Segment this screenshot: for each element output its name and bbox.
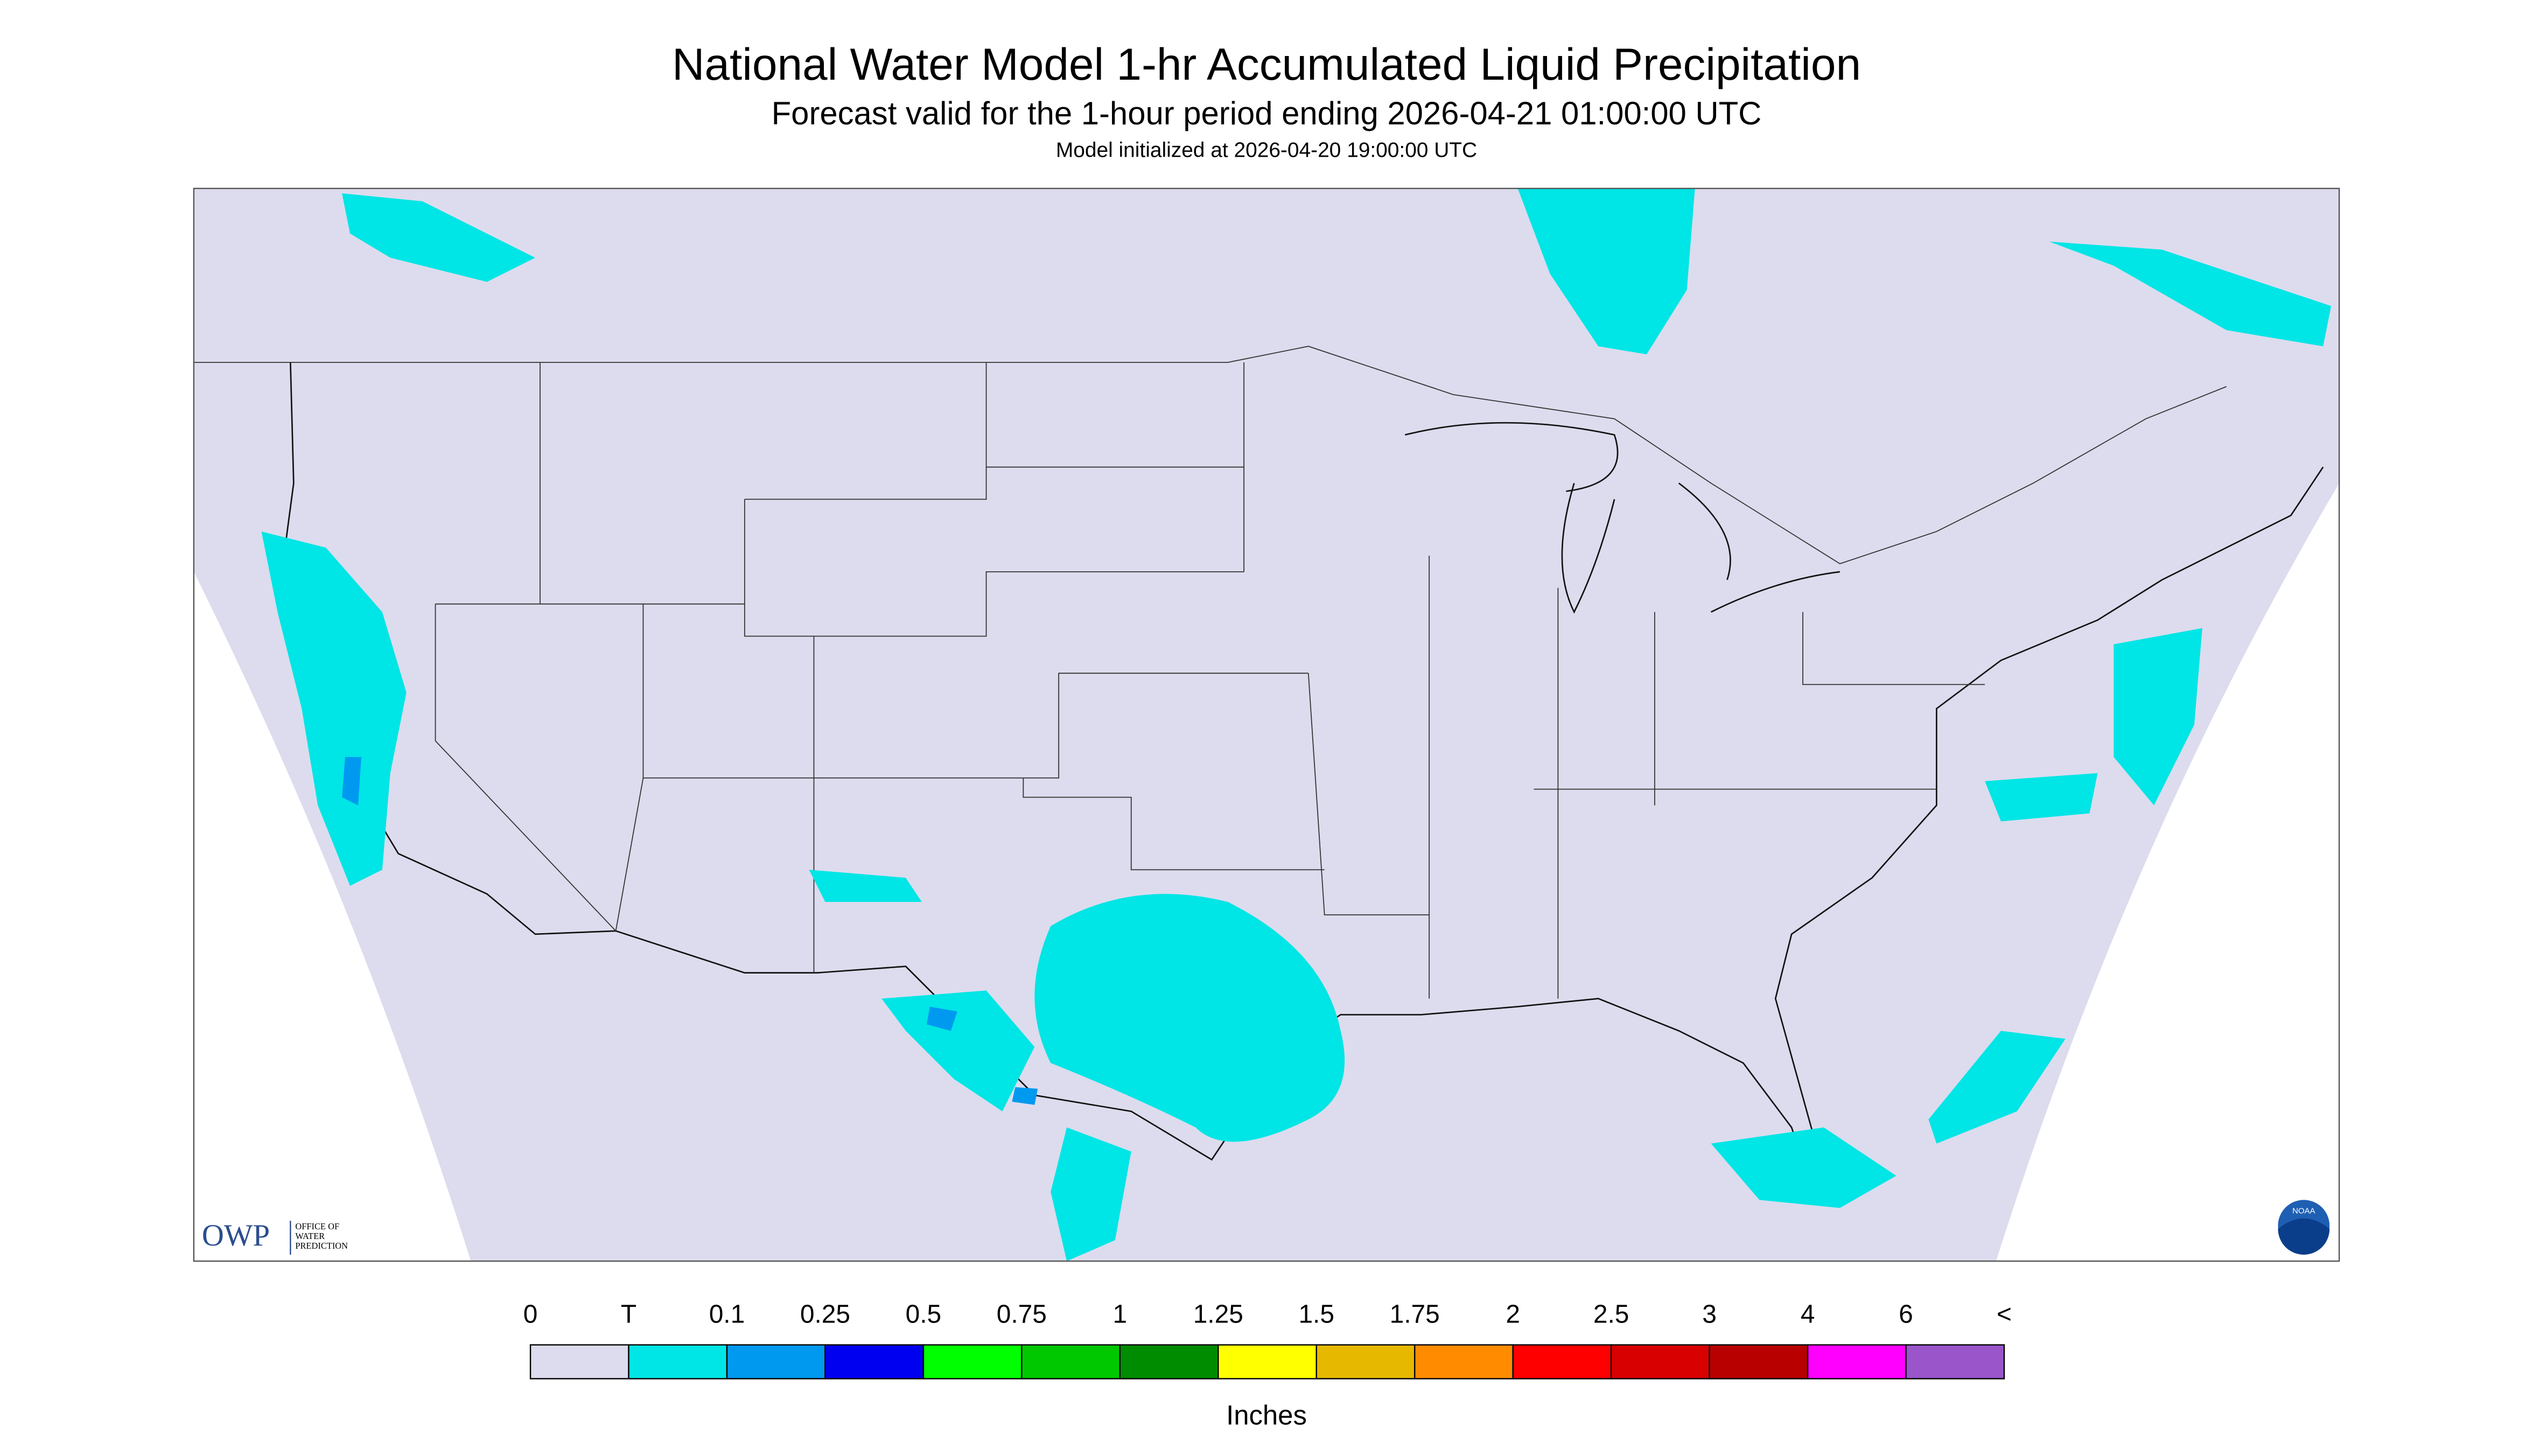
map-edge — [193, 571, 471, 1262]
color-swatch — [1119, 1344, 1219, 1380]
legend-label: 2 — [1506, 1300, 1520, 1328]
legend-label: 0.1 — [709, 1300, 745, 1328]
precip-area — [809, 870, 922, 902]
precip-core — [1012, 1087, 1038, 1105]
coastline — [280, 362, 2324, 1179]
legend-label: 0.5 — [906, 1300, 942, 1328]
precip-area — [2114, 628, 2202, 806]
color-swatch — [1807, 1344, 1907, 1380]
legend-label: 4 — [1801, 1300, 1815, 1328]
color-swatch — [824, 1344, 925, 1380]
legend-label: 6 — [1899, 1300, 1913, 1328]
legend-label: T — [621, 1300, 636, 1328]
precip-core — [926, 1006, 957, 1031]
border — [193, 346, 2227, 564]
legend-label: 2.5 — [1593, 1300, 1629, 1328]
legend-label: 1.75 — [1390, 1300, 1440, 1328]
color-swatch — [529, 1344, 629, 1380]
color-swatch — [1905, 1344, 2005, 1380]
map-edge — [1996, 483, 2340, 1262]
precip-area — [342, 193, 536, 282]
noaa-logo-text: NOAA — [2292, 1206, 2315, 1215]
map: OWP OFFICE OF WATER PREDICTION NOAA — [193, 187, 2340, 1262]
color-swatch — [922, 1344, 1023, 1380]
color-swatch — [1217, 1344, 1317, 1380]
legend-unit: Inches — [1226, 1400, 1307, 1431]
precip-area — [1517, 188, 1695, 355]
color-swatch — [1414, 1344, 1514, 1380]
subtitle: Forecast valid for the 1-hour period end… — [772, 95, 1762, 131]
logo-text: WATER — [295, 1231, 325, 1241]
map-frame — [193, 187, 2340, 1262]
color-swatch — [1316, 1344, 1416, 1380]
color-swatch — [1021, 1344, 1121, 1380]
precip-core — [342, 757, 361, 806]
precip-area — [1034, 894, 1345, 1142]
legend-label: 0 — [523, 1300, 538, 1328]
legend-label: < — [1997, 1300, 2012, 1328]
color-swatch — [726, 1344, 826, 1380]
legend-label: 1.5 — [1298, 1300, 1334, 1328]
legend-label: 0.25 — [800, 1300, 850, 1328]
precip-area — [1051, 1127, 1131, 1262]
noaa-logo-wave — [2278, 1218, 2330, 1255]
precip-area — [1985, 773, 2098, 822]
color-swatch — [628, 1344, 728, 1380]
color-swatch — [1512, 1344, 1612, 1380]
legend-label: 0.75 — [997, 1300, 1047, 1328]
precip-area — [2049, 241, 2332, 347]
state-lines — [435, 362, 1985, 999]
precip-area — [1711, 1127, 1897, 1208]
init-note: Model initialized at 2026-04-20 19:00:00… — [1056, 138, 1477, 162]
legend-label: 3 — [1702, 1300, 1717, 1328]
legend: 0 T 0.1 0.25 0.5 0.75 1 1.25 1.5 1.75 2 2.5 3 4 6 < — [523, 1300, 2012, 1380]
color-swatch — [1709, 1344, 1809, 1380]
great-lakes — [1404, 422, 1841, 614]
color-swatch — [1610, 1344, 1710, 1380]
legend-label: 1.25 — [1193, 1300, 1243, 1328]
precip-area — [881, 990, 1035, 1111]
legend-label: 1 — [1113, 1300, 1128, 1328]
precip-area — [1928, 1031, 2066, 1144]
title: National Water Model 1-hr Accumulated Li… — [672, 39, 1861, 89]
logo-text: PREDICTION — [295, 1241, 348, 1251]
precip-area — [261, 531, 407, 886]
logo-text: OFFICE OF — [295, 1221, 339, 1231]
logo-acronym: OWP — [202, 1219, 270, 1252]
